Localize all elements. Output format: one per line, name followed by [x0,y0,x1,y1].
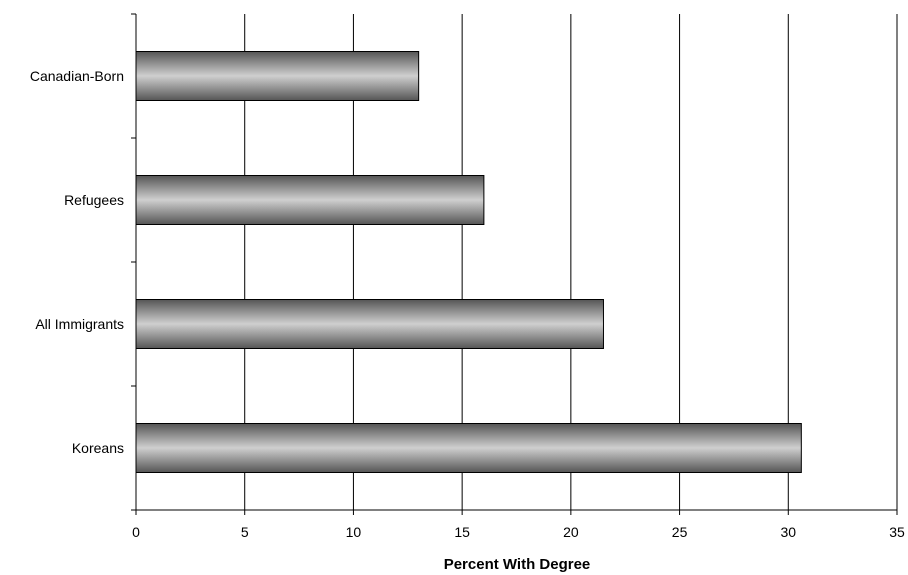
bars [136,52,801,473]
bar-all-immigrants [136,300,603,349]
category-label-koreans: Koreans [72,440,124,456]
x-tick-label-35: 35 [889,524,905,540]
bar-refugees [136,176,484,225]
x-tick-label-0: 0 [132,524,140,540]
x-tick-label-5: 5 [241,524,249,540]
category-label-all-immigrants: All Immigrants [35,316,124,332]
category-labels: Canadian-Born Refugees All Immigrants Korea… [30,68,124,456]
x-tick-label-20: 20 [563,524,579,540]
x-tick-label-15: 15 [454,524,470,540]
x-tick-label-10: 10 [346,524,362,540]
category-label-canadian-born: Canadian-Born [30,68,124,84]
x-axis-title: Percent With Degree [444,556,591,573]
bar-canadian-born [136,52,419,101]
x-tick-label-30: 30 [780,524,796,540]
x-tick-labels: 0 5 10 15 20 25 30 35 [132,524,905,540]
bar-koreans [136,424,801,473]
category-label-refugees: Refugees [64,192,124,208]
x-tick-label-25: 25 [672,524,688,540]
